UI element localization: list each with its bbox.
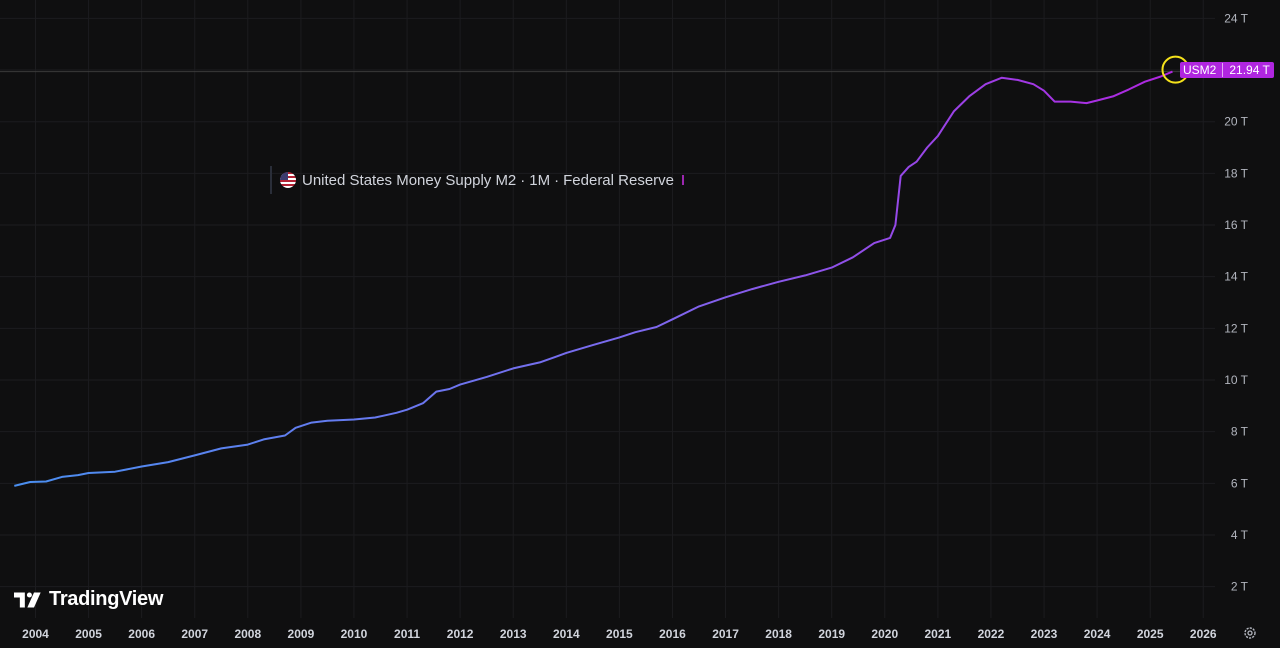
x-tick-label: 2016 [659,627,686,641]
x-tick-label: 2023 [1031,627,1058,641]
legend-source: Federal Reserve [563,171,675,189]
x-tick-label: 2022 [978,627,1005,641]
grid-layer [0,0,1215,618]
x-axis[interactable]: 2004 2005 2006 2007 2008 2009 2010 2011 2012 2013… [22,627,1217,641]
x-tick-label: 2025 [1137,627,1164,641]
x-tick-label: 2014 [553,627,580,641]
price-badge-value: 21.94 T [1222,63,1273,77]
gear-icon [1244,627,1256,639]
settings-button[interactable] [1241,624,1259,642]
legend-interval: 1M [529,171,551,189]
x-tick-label: 2007 [181,627,208,641]
series-legend[interactable]: United States Money Supply M2 · 1M · Fed… [270,166,694,194]
y-tick-label: 14 T [1224,270,1248,284]
x-tick-label: 2004 [22,627,49,641]
x-tick-label: 2019 [818,627,845,641]
y-tick-label: 20 T [1224,115,1248,129]
x-tick-label: 2009 [288,627,315,641]
x-tick-label: 2006 [128,627,155,641]
price-badge-symbol: USM2 [1183,63,1217,77]
x-tick-label: 2005 [75,627,102,641]
legend-separator: · [554,171,560,189]
y-tick-label: 10 T [1224,373,1248,387]
us-flag-icon [280,172,296,188]
x-tick-label: 2018 [765,627,792,641]
y-tick-label: 8 T [1231,425,1249,439]
y-tick-label: 18 T [1224,166,1248,180]
legend-title: United States Money Supply M2 [302,171,517,189]
x-tick-label: 2011 [394,627,420,641]
tradingview-wordmark: TradingView [49,588,164,610]
tradingview-logo-icon [14,592,41,607]
price-badge: USM2 21.94 T [1180,62,1274,78]
x-tick-label: 2020 [871,627,898,641]
y-axis[interactable]: 2 T 4 T 6 T 8 T 10 T 12 T 14 T 16 T 18 T 20 T 24 T [1224,11,1248,593]
tradingview-logo[interactable]: TradingView [14,588,163,611]
y-tick-label: 6 T [1231,476,1249,490]
series-line-usm2 [14,70,1173,487]
x-tick-label: 2021 [925,627,952,641]
legend-marker [682,175,685,185]
x-tick-label: 2017 [712,627,739,641]
y-tick-label: 2 T [1231,580,1249,594]
y-tick-label: 16 T [1224,218,1248,232]
x-tick-label: 2015 [606,627,633,641]
x-tick-label: 2010 [341,627,368,641]
y-tick-label: 4 T [1231,528,1249,542]
y-tick-label: 12 T [1224,321,1248,335]
x-tick-label: 2012 [447,627,474,641]
y-tick-label: 24 T [1224,11,1248,25]
x-tick-label: 2008 [234,627,261,641]
x-tick-label: 2024 [1084,627,1111,641]
legend-separator: · [520,171,526,189]
x-tick-label: 2013 [500,627,527,641]
x-tick-label: 2026 [1190,627,1217,641]
